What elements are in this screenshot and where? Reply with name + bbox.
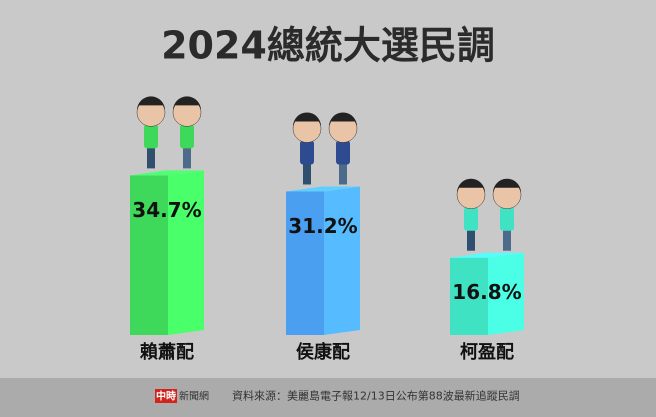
figure-legs bbox=[467, 228, 475, 251]
x-tick-label: 賴蕭配 bbox=[140, 341, 194, 363]
value-label: 34.7% bbox=[132, 198, 201, 222]
x-tick-label: 柯盈配 bbox=[460, 341, 514, 363]
figure-hair bbox=[173, 96, 201, 111]
logo-text: 新聞網 bbox=[179, 390, 209, 403]
bar-top bbox=[450, 252, 524, 258]
bar bbox=[286, 191, 324, 335]
figure-body bbox=[464, 206, 478, 231]
figure-legs bbox=[503, 228, 511, 251]
logo-mark-box bbox=[155, 389, 177, 403]
figure-body bbox=[500, 206, 514, 231]
value-label: 31.2% bbox=[288, 214, 357, 238]
bar-side bbox=[324, 186, 360, 335]
figure-body bbox=[180, 124, 194, 149]
x-tick-label: 侯康配 bbox=[296, 341, 350, 363]
bar-top bbox=[286, 186, 360, 192]
figure-legs bbox=[339, 162, 347, 185]
figure-hair bbox=[293, 112, 321, 127]
bar-side bbox=[168, 170, 204, 335]
footer-band bbox=[0, 378, 656, 417]
figure-hair bbox=[493, 178, 521, 193]
figure-hair bbox=[457, 178, 485, 193]
figure-legs bbox=[303, 162, 311, 185]
chart-title: 2024總統大選民調 bbox=[161, 24, 495, 68]
bar-top bbox=[130, 170, 204, 176]
figure-body bbox=[144, 124, 158, 149]
figure-legs bbox=[183, 146, 191, 169]
figure-body bbox=[336, 140, 350, 165]
figure-body bbox=[300, 140, 314, 165]
figure-hair bbox=[137, 96, 165, 111]
figure-hair bbox=[329, 112, 357, 127]
bar bbox=[130, 175, 168, 335]
source-note: 資料來源：美麗島電子報12/13日公布第88波最新追蹤民調 bbox=[232, 389, 520, 403]
value-label: 16.8% bbox=[452, 280, 521, 304]
logo-mark: 中時 bbox=[156, 390, 176, 403]
bar bbox=[450, 257, 488, 335]
bar-side bbox=[488, 252, 524, 335]
figure-legs bbox=[147, 146, 155, 169]
